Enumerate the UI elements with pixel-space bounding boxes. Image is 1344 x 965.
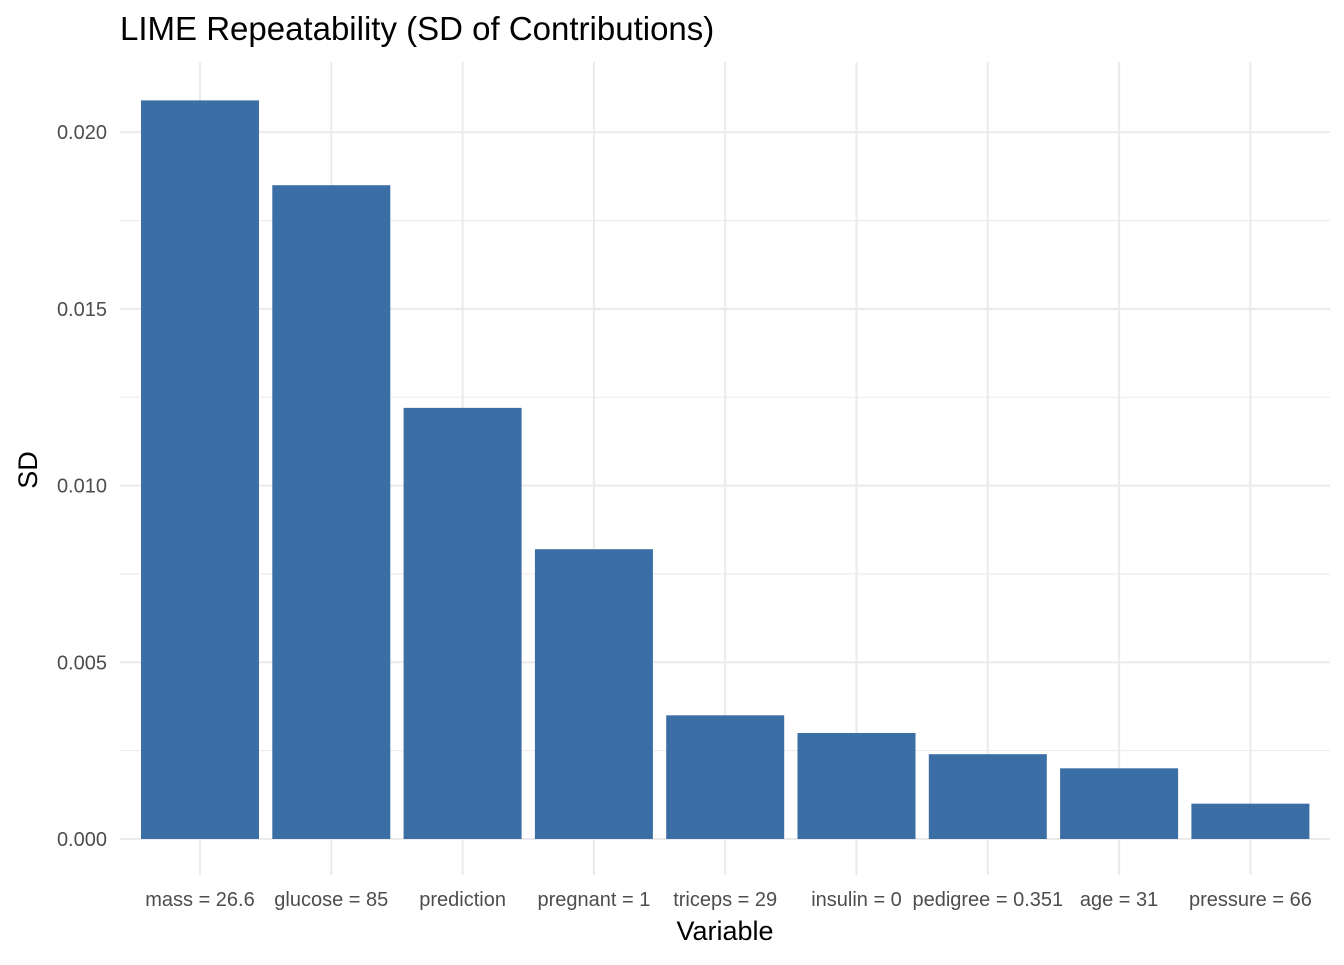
x-tick-label: pregnant = 1 — [537, 889, 650, 911]
bar-age — [1060, 768, 1179, 839]
y-axis-title: SD — [13, 451, 43, 489]
x-tick-label: age = 31 — [1080, 889, 1158, 911]
y-tick-label: 0.015 — [57, 299, 107, 321]
bar-mass — [141, 100, 259, 840]
x-tick-label: glucose = 85 — [274, 889, 388, 911]
y-tick-label: 0.000 — [57, 829, 107, 851]
bars — [141, 100, 1310, 840]
y-tick-label: 0.010 — [57, 476, 107, 498]
x-axis-title: Variable — [676, 916, 773, 946]
x-tick-label: mass = 26.6 — [145, 889, 255, 911]
y-tick-label: 0.020 — [57, 122, 107, 144]
x-tick-label: pressure = 66 — [1189, 889, 1312, 911]
bar-pregnant — [534, 549, 653, 839]
x-tick-label: triceps = 29 — [673, 889, 777, 911]
bar-triceps — [666, 715, 785, 839]
bar-pedigree — [928, 754, 1047, 839]
chart-title: LIME Repeatability (SD of Contributions) — [120, 10, 714, 47]
y-axis-ticks: 0.000 0.005 0.010 0.015 0.020 — [57, 122, 107, 851]
bar-pressure — [1191, 803, 1310, 839]
bar-prediction — [403, 407, 522, 839]
x-tick-label: prediction — [419, 889, 506, 911]
x-axis-ticks: mass = 26.6 glucose = 85 prediction pregnan… — [145, 889, 1312, 911]
bar-insulin — [797, 732, 916, 839]
bar-glucose — [272, 185, 391, 839]
y-tick-label: 0.005 — [57, 652, 107, 674]
x-tick-label: insulin = 0 — [811, 889, 902, 911]
x-tick-label: pedigree = 0.351 — [912, 889, 1063, 911]
